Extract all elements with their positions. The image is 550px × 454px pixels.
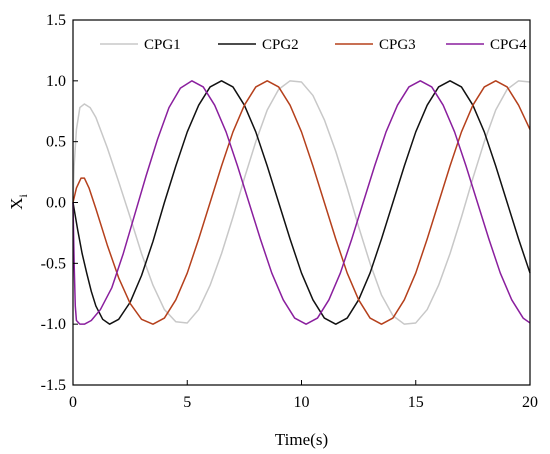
ticks-layer: 0 5 10 15 20 -1.5 -1.0 -0.5 0.0 0.5 1.0 1.5 [41, 12, 538, 411]
y-tick-label: -1.5 [41, 377, 66, 394]
series-line-cpg3 [72, 80, 531, 325]
x-tick-label: 0 [69, 394, 77, 411]
y-tick-label: 0.5 [46, 134, 66, 151]
y-tick-label: 1.5 [46, 12, 66, 29]
legend-label-cpg1: CPG1 [144, 37, 181, 53]
y-axis-label-subscript: i [16, 194, 30, 198]
legend: CPG1 CPG2 CPG3 CPG4 [100, 37, 527, 53]
series-layer [72, 80, 531, 325]
y-tick-label: 1.0 [46, 73, 66, 90]
series-line-cpg2 [72, 80, 531, 325]
legend-label-cpg4: CPG4 [490, 37, 527, 53]
svg-text:Xi: Xi [7, 194, 30, 210]
y-axis-label-main: X [7, 198, 26, 210]
x-tick-label: 15 [408, 394, 424, 411]
plot-frame [72, 19, 531, 386]
legend-label-cpg3: CPG3 [379, 37, 416, 53]
y-tick-label: -1.0 [41, 316, 66, 333]
series-line-cpg4 [72, 80, 531, 325]
x-tick-label: 5 [183, 394, 191, 411]
series-line-cpg1 [72, 80, 531, 325]
y-tick-label: 0.0 [46, 195, 66, 212]
x-tick-label: 20 [522, 394, 538, 411]
x-tick-label: 10 [294, 394, 310, 411]
legend-label-cpg2: CPG2 [262, 37, 299, 53]
x-axis-label: Time(s) [275, 430, 328, 449]
y-axis-label: Xi [7, 194, 30, 210]
y-tick-label: -0.5 [41, 255, 66, 272]
